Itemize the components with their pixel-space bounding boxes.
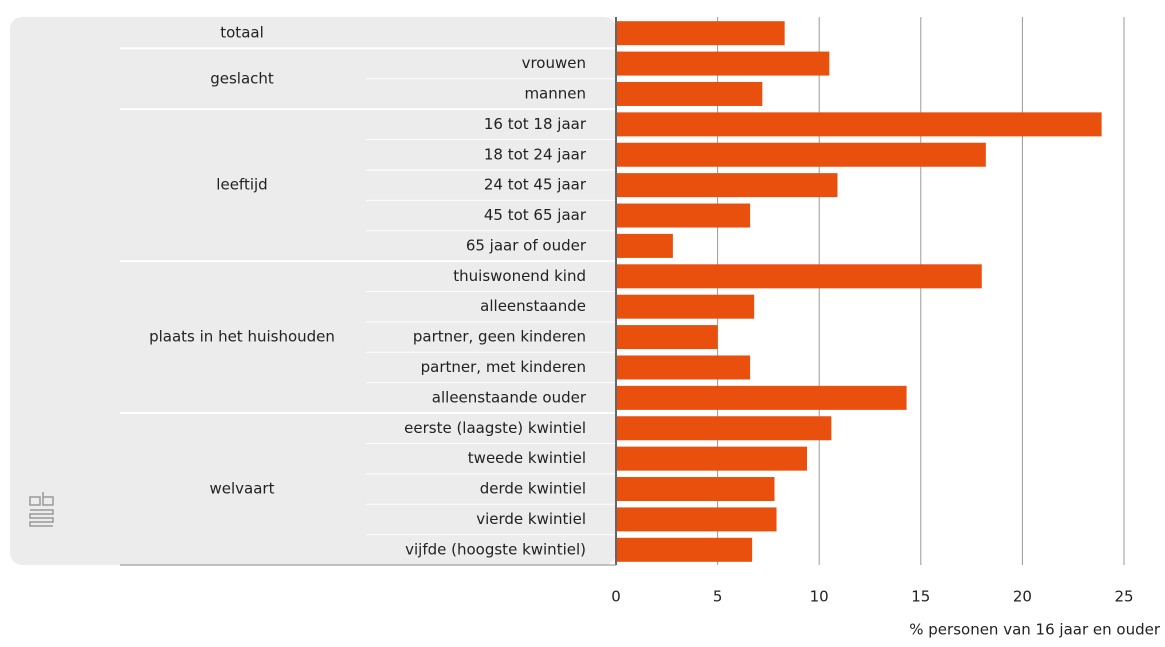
category-label: thuiswonend kind bbox=[453, 267, 586, 285]
x-axis-label: % personen van 16 jaar en ouder bbox=[909, 621, 1161, 639]
bar bbox=[616, 51, 830, 76]
category-label: vijfde (hoogste kwintiel) bbox=[405, 540, 586, 558]
bar bbox=[616, 416, 832, 441]
category-label: 16 tot 18 jaar bbox=[484, 115, 587, 133]
category-label: eerste (laagste) kwintiel bbox=[404, 419, 586, 437]
bar bbox=[616, 537, 753, 562]
category-label: vierde kwintiel bbox=[476, 510, 586, 528]
category-label: mannen bbox=[524, 84, 586, 102]
group-label: leeftijd bbox=[216, 176, 267, 194]
bar bbox=[616, 233, 673, 258]
bar bbox=[616, 294, 755, 319]
category-label: 18 tot 24 jaar bbox=[484, 145, 587, 163]
bar bbox=[616, 173, 838, 198]
bar bbox=[616, 81, 763, 106]
x-tick-label: 15 bbox=[911, 588, 930, 606]
bar bbox=[616, 112, 1102, 137]
bar bbox=[616, 203, 751, 228]
group-label: plaats in het huishouden bbox=[149, 328, 335, 346]
category-label: 24 tot 45 jaar bbox=[484, 176, 587, 194]
category-label: vrouwen bbox=[522, 54, 586, 72]
category-label: alleenstaande ouder bbox=[432, 388, 587, 406]
bar bbox=[616, 385, 907, 410]
bar bbox=[616, 21, 785, 46]
x-tick-label: 25 bbox=[1114, 588, 1133, 606]
x-tick-label: 5 bbox=[713, 588, 723, 606]
category-label: 45 tot 65 jaar bbox=[484, 206, 587, 224]
bar bbox=[616, 325, 718, 350]
x-tick-label: 20 bbox=[1013, 588, 1032, 606]
category-label: 65 jaar of ouder bbox=[466, 236, 587, 254]
bar bbox=[616, 264, 982, 289]
label-panel bbox=[10, 17, 616, 565]
x-tick-label: 10 bbox=[810, 588, 829, 606]
category-label: alleenstaande bbox=[480, 297, 586, 315]
x-tick-label: 0 bbox=[611, 588, 621, 606]
bar bbox=[616, 507, 777, 532]
category-label: derde kwintiel bbox=[480, 480, 586, 498]
group-label: geslacht bbox=[210, 69, 274, 87]
logo bbox=[29, 492, 54, 527]
bar bbox=[616, 446, 808, 471]
group-label: totaal bbox=[220, 24, 264, 42]
category-label: partner, met kinderen bbox=[421, 358, 586, 376]
bar bbox=[616, 355, 751, 380]
group-label: welvaart bbox=[210, 480, 275, 498]
bar bbox=[616, 142, 986, 167]
category-label: tweede kwintiel bbox=[468, 449, 586, 467]
category-label: partner, geen kinderen bbox=[413, 328, 586, 346]
bar bbox=[616, 477, 775, 502]
